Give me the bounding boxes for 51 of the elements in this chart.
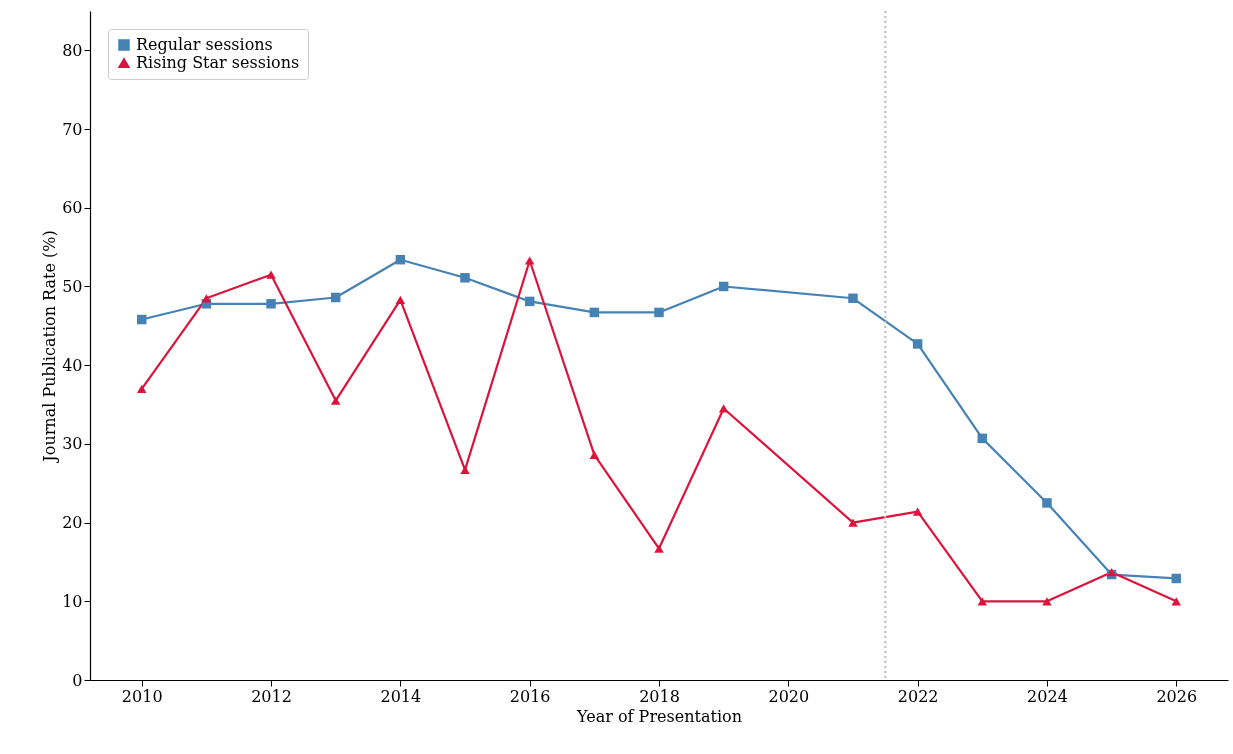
point	[718, 404, 729, 413]
point	[589, 307, 600, 318]
legend-label: Rising Star sessions	[136, 53, 300, 72]
x-tick-label: 2026	[1156, 686, 1198, 706]
point	[977, 433, 988, 444]
point	[266, 270, 276, 279]
point	[136, 384, 147, 393]
x-tick-label: 2024	[1027, 686, 1068, 706]
x-tick-label: 2010	[121, 686, 163, 706]
x-axis-title: Year of Presentation	[576, 706, 742, 726]
x-tick-label: 2022	[897, 686, 939, 706]
y-tick-label: 50	[62, 276, 83, 296]
point	[1171, 597, 1182, 606]
point	[654, 544, 664, 553]
point	[524, 296, 535, 307]
y-tick-label: 40	[62, 355, 83, 375]
point	[330, 292, 341, 303]
point	[654, 307, 664, 318]
point	[524, 256, 535, 265]
point	[460, 465, 470, 474]
legend-label: Regular sessions	[136, 35, 273, 54]
point	[136, 314, 147, 325]
y-tick-label: 30	[62, 434, 83, 454]
point	[395, 295, 406, 304]
y-tick-label: 80	[62, 40, 83, 60]
point	[1042, 597, 1052, 606]
y-axis-title: Journal Publication Rate (%)	[40, 230, 60, 464]
x-tick-label: 2016	[509, 686, 551, 706]
point	[848, 518, 858, 527]
point	[1171, 573, 1182, 584]
x-tick-label: 2018	[639, 686, 680, 706]
x-tick-label: 2014	[380, 686, 422, 706]
y-tick-label: 70	[62, 119, 83, 139]
y-tick-label: 60	[62, 198, 83, 218]
point	[395, 254, 406, 265]
point	[589, 450, 600, 460]
y-tick-label: 0	[72, 670, 83, 690]
x-tick-label: 2012	[251, 686, 292, 706]
point	[718, 281, 729, 292]
point	[460, 273, 470, 283]
y-tick-label: 20	[62, 513, 83, 533]
point	[912, 507, 923, 516]
point	[201, 294, 212, 303]
point	[266, 299, 276, 309]
point	[330, 396, 341, 405]
point	[977, 597, 988, 606]
point	[1042, 498, 1052, 508]
x-tick-label: 2020	[768, 686, 810, 706]
y-tick-label: 10	[62, 591, 83, 611]
point	[848, 293, 858, 304]
point	[912, 339, 923, 349]
